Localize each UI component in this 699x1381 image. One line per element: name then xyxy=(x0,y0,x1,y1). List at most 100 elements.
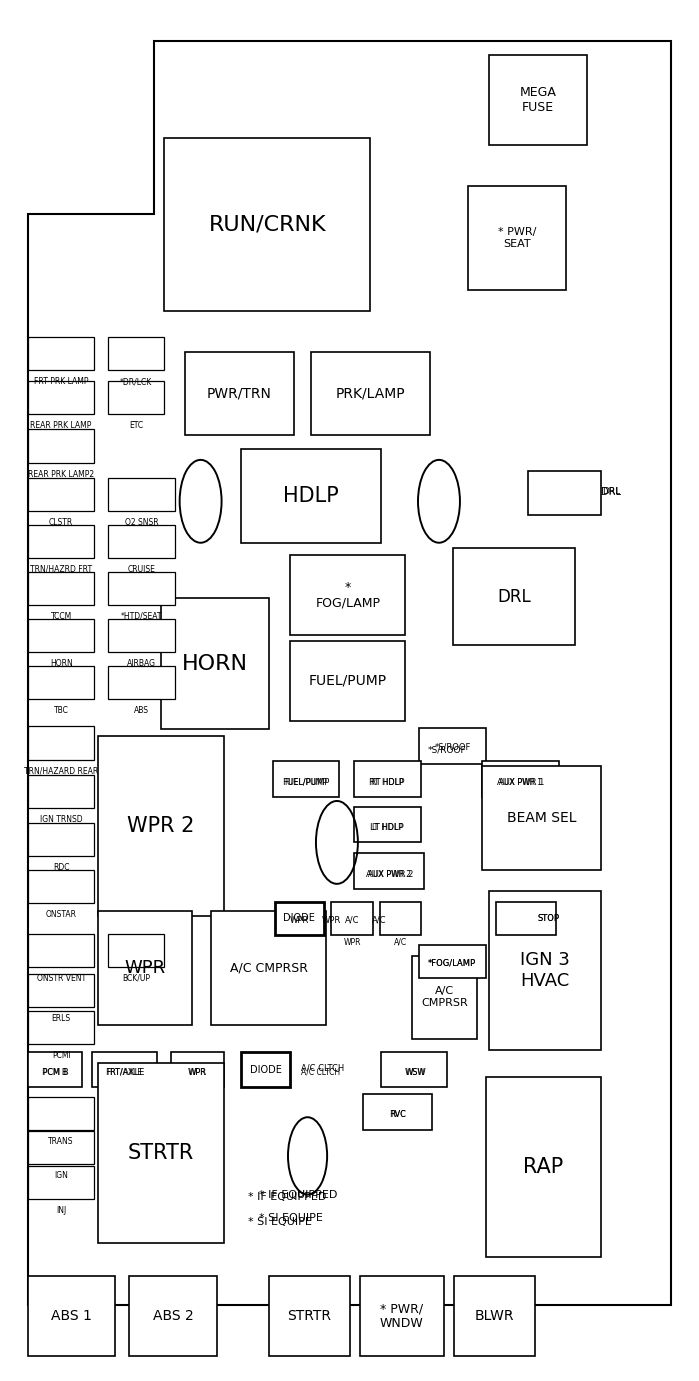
Text: STOP: STOP xyxy=(538,914,559,923)
Bar xyxy=(108,666,175,699)
Text: PCM B: PCM B xyxy=(42,1068,69,1077)
Bar xyxy=(486,1077,601,1257)
Text: *DR/LCK: *DR/LCK xyxy=(120,377,152,387)
Bar xyxy=(164,138,370,311)
Text: WPR: WPR xyxy=(322,916,341,925)
Bar xyxy=(28,525,94,558)
Bar xyxy=(419,728,486,764)
Bar xyxy=(98,1063,224,1243)
Text: STOP: STOP xyxy=(538,914,559,923)
Text: * SI EQUIPE: * SI EQUIPE xyxy=(259,1213,322,1224)
Bar xyxy=(28,775,94,808)
Text: REAR PRK LAMP: REAR PRK LAMP xyxy=(31,421,92,431)
Text: RVC: RVC xyxy=(389,1110,406,1120)
Text: LT HDLP: LT HDLP xyxy=(372,823,403,833)
Text: PRK/LAMP: PRK/LAMP xyxy=(336,387,405,400)
Text: *HTD/SEAT: *HTD/SEAT xyxy=(121,612,162,621)
Bar xyxy=(28,666,94,699)
Text: RAP: RAP xyxy=(524,1157,563,1177)
Bar xyxy=(28,1097,94,1130)
Bar xyxy=(363,1094,432,1130)
Bar xyxy=(108,381,164,414)
Bar xyxy=(92,1052,157,1087)
Bar xyxy=(354,761,421,797)
Text: AUX PWR 2: AUX PWR 2 xyxy=(368,870,411,880)
Text: A/C: A/C xyxy=(373,916,387,925)
Text: RT HDLP: RT HDLP xyxy=(370,778,405,787)
Bar xyxy=(28,429,94,463)
Bar xyxy=(28,572,94,605)
Bar xyxy=(496,902,556,935)
Bar xyxy=(108,572,175,605)
Bar xyxy=(381,1052,447,1087)
Text: TRN/HAZARD REAR: TRN/HAZARD REAR xyxy=(24,766,99,776)
Bar xyxy=(489,891,601,1050)
Text: AUX PWR 1: AUX PWR 1 xyxy=(497,778,545,787)
Text: FRT PRK LAMP: FRT PRK LAMP xyxy=(34,377,88,387)
Bar xyxy=(28,823,94,856)
Text: WPR: WPR xyxy=(124,958,166,978)
Text: ONSTAR: ONSTAR xyxy=(45,910,77,920)
Text: IGN: IGN xyxy=(55,1171,68,1181)
Bar xyxy=(28,1166,94,1199)
Bar xyxy=(269,1276,350,1356)
Text: DRL: DRL xyxy=(497,587,531,606)
Text: DRL: DRL xyxy=(603,487,621,496)
Bar xyxy=(108,478,175,511)
Text: A/C
CMPRSR: A/C CMPRSR xyxy=(421,986,468,1008)
Text: * PWR/
SEAT: * PWR/ SEAT xyxy=(498,228,536,249)
Bar xyxy=(108,337,164,370)
Text: WSW: WSW xyxy=(405,1068,425,1077)
Text: WPR: WPR xyxy=(188,1068,208,1077)
Text: STRTR: STRTR xyxy=(287,1309,331,1323)
Bar xyxy=(354,853,424,889)
Bar xyxy=(241,1052,290,1087)
Bar xyxy=(28,337,94,370)
Bar xyxy=(108,619,175,652)
Text: RUN/CRNK: RUN/CRNK xyxy=(208,214,326,235)
Bar xyxy=(108,525,175,558)
Bar xyxy=(28,1011,94,1044)
Text: HORN: HORN xyxy=(182,653,248,674)
Text: A/C CLTCH: A/C CLTCH xyxy=(301,1068,340,1077)
Bar xyxy=(28,381,94,414)
Text: HORN: HORN xyxy=(50,659,73,668)
Text: *
FOG/LAMP: * FOG/LAMP xyxy=(315,581,380,609)
Bar xyxy=(98,911,192,1025)
Bar xyxy=(171,1052,224,1087)
Text: CRUISE: CRUISE xyxy=(128,565,155,574)
Text: *FOG/LAMP: *FOG/LAMP xyxy=(428,958,475,968)
Bar xyxy=(380,902,421,935)
Bar xyxy=(468,186,566,290)
Text: *S/ROOF: *S/ROOF xyxy=(435,743,471,753)
Bar xyxy=(275,902,324,935)
Bar xyxy=(28,1276,115,1356)
Text: FRT/AXLE: FRT/AXLE xyxy=(106,1068,143,1077)
Bar xyxy=(28,478,94,511)
Text: PWR/TRN: PWR/TRN xyxy=(207,387,272,400)
Bar xyxy=(211,911,326,1025)
Bar xyxy=(453,548,575,645)
Text: A/C CMPRSR: A/C CMPRSR xyxy=(230,961,308,975)
Bar xyxy=(290,555,405,635)
Text: ERLS: ERLS xyxy=(52,1014,71,1023)
Bar xyxy=(28,1052,82,1087)
Text: PCM B: PCM B xyxy=(43,1068,67,1077)
Text: A/C: A/C xyxy=(394,938,407,947)
Text: REAR PRK LAMP2: REAR PRK LAMP2 xyxy=(28,470,94,479)
Bar xyxy=(161,598,269,729)
Text: ETC: ETC xyxy=(129,421,143,431)
Text: WPR: WPR xyxy=(343,938,361,947)
Text: *FOG/LAMP: *FOG/LAMP xyxy=(428,958,475,968)
Bar xyxy=(489,55,587,145)
Bar xyxy=(28,934,94,967)
Text: * IF EQUIPPED: * IF EQUIPPED xyxy=(259,1189,337,1200)
Text: STRTR: STRTR xyxy=(128,1143,194,1163)
Text: FRT/AXLE: FRT/AXLE xyxy=(105,1068,144,1077)
Text: IGN 3
HVAC: IGN 3 HVAC xyxy=(520,950,570,990)
Bar xyxy=(354,807,421,842)
Text: BCK/UP: BCK/UP xyxy=(122,974,150,983)
Bar xyxy=(241,449,381,543)
Bar xyxy=(454,1276,535,1356)
Bar xyxy=(28,726,94,760)
